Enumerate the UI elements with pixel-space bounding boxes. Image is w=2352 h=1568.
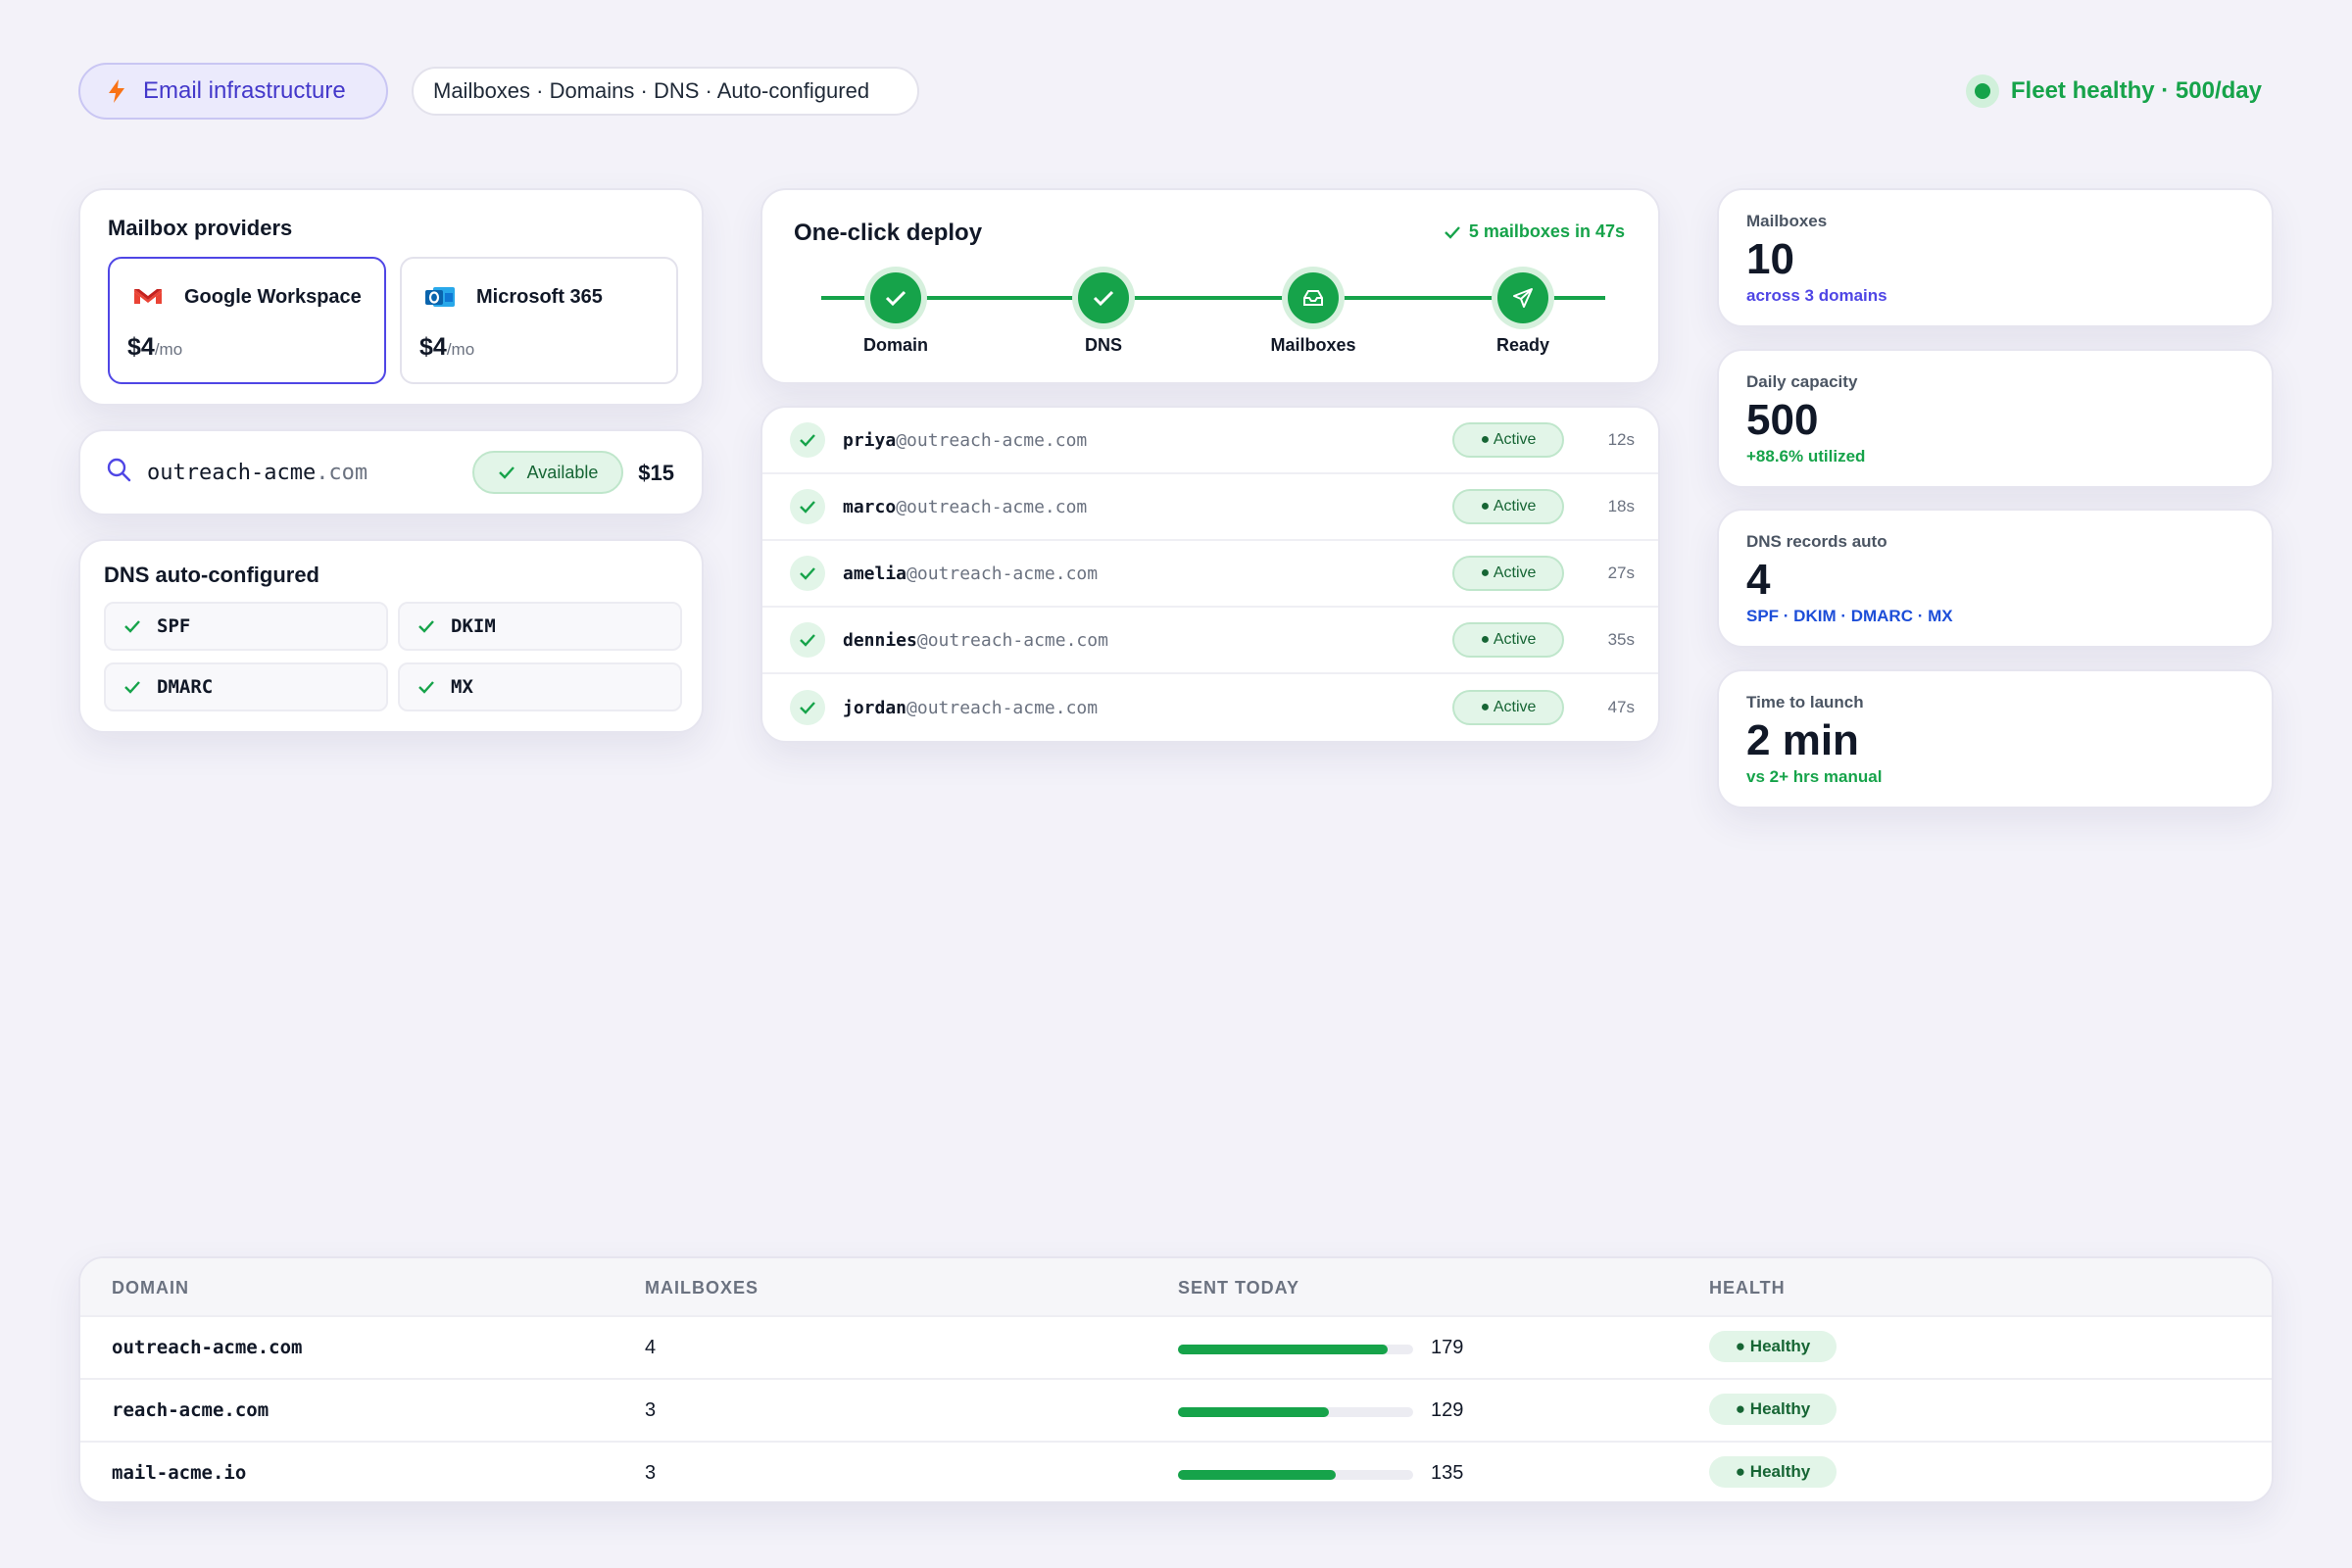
stat-mailboxes: Mailboxes 10 across 3 domains: [1717, 188, 2274, 327]
deploy-summary: 5 mailboxes in 47s: [1444, 221, 1625, 242]
table-header: DOMAIN MAILBOXES SENT TODAY HEALTH: [80, 1258, 2272, 1317]
column-header-domain[interactable]: DOMAIN: [112, 1278, 189, 1298]
stat-daily-capacity: Daily capacity 500 +88.6% utilized: [1717, 349, 2274, 488]
provision-time: 18s: [1607, 497, 1635, 515]
stat-dns-records: DNS records auto 4 SPF · DKIM · DMARC · …: [1717, 509, 2274, 648]
mailbox-row[interactable]: amelia@outreach-acme.com ● Active 27s: [762, 541, 1658, 608]
fleet-status-label: Fleet healthy · 500/day: [2010, 77, 2262, 104]
mailbox-list: priya@outreach-acme.com ● Active 12s mar…: [760, 406, 1660, 743]
check-icon: [124, 620, 140, 633]
domain-search-input[interactable]: outreach-acme.com: [147, 461, 368, 485]
mailbox-address: dennies@outreach-acme.com: [843, 629, 1108, 651]
dns-record-mx: MX: [398, 662, 682, 711]
dns-record-dmarc: DMARC: [104, 662, 388, 711]
inbox-icon: [1303, 290, 1323, 306]
status-dot-icon: [1965, 74, 1999, 108]
check-icon: [498, 466, 514, 479]
provision-time: 47s: [1607, 698, 1635, 716]
provision-time: 35s: [1607, 630, 1635, 649]
check-icon: [124, 681, 140, 694]
mailbox-row[interactable]: marco@outreach-acme.com ● Active 18s: [762, 474, 1658, 541]
status-badge: ● Active: [1452, 489, 1564, 524]
mailbox-address: marco@outreach-acme.com: [843, 496, 1088, 517]
stat-time-to-launch: Time to launch 2 min vs 2+ hrs manual: [1717, 669, 2274, 808]
mailbox-address: jordan@outreach-acme.com: [843, 697, 1099, 718]
health-badge: ● Healthy: [1709, 1394, 1837, 1425]
table-row[interactable]: outreach-acme.com 4 179 ● Healthy: [80, 1317, 2272, 1380]
provider-microsoft-365[interactable]: Microsoft 365 $4/mo: [400, 257, 678, 384]
dns-record-dkim: DKIM: [398, 602, 682, 651]
mailbox-row[interactable]: priya@outreach-acme.com ● Active 12s: [762, 408, 1658, 474]
status-badge: ● Active: [1452, 622, 1564, 658]
check-icon: [1445, 225, 1460, 239]
mailbox-address: priya@outreach-acme.com: [843, 429, 1088, 451]
email-infrastructure-pill[interactable]: Email infrastructure: [78, 63, 388, 120]
provision-time: 12s: [1607, 430, 1635, 449]
deploy-title: One-click deploy: [794, 220, 983, 246]
send-icon: [1513, 288, 1533, 308]
deploy-step-dns: DNS: [1035, 267, 1172, 356]
availability-badge: Available: [472, 451, 623, 494]
domain-search-card[interactable]: outreach-acme.com Available $15: [78, 429, 704, 515]
one-click-deploy-card: One-click deploy 5 mailboxes in 47s Doma…: [760, 188, 1660, 384]
column-header-sent-today[interactable]: SENT TODAY: [1178, 1278, 1300, 1298]
provider-name: Google Workspace: [184, 286, 362, 308]
health-badge: ● Healthy: [1709, 1331, 1837, 1362]
domain-price: $15: [638, 461, 674, 485]
status-badge: ● Active: [1452, 422, 1564, 458]
outlook-icon: [425, 287, 455, 307]
mailbox-providers-card: Mailbox providers Google Workspace $4/mo…: [78, 188, 704, 406]
brand-label: Email infrastructure: [143, 77, 346, 104]
check-icon: [790, 622, 825, 658]
column-header-mailboxes[interactable]: MAILBOXES: [645, 1278, 760, 1298]
dns-record-spf: SPF: [104, 602, 388, 651]
search-icon: [107, 458, 131, 482]
check-icon: [418, 620, 434, 633]
mailbox-row[interactable]: dennies@outreach-acme.com ● Active 35s: [762, 608, 1658, 674]
deploy-progress-track: [821, 296, 1605, 300]
health-badge: ● Healthy: [1709, 1456, 1837, 1488]
deploy-step-ready: Ready: [1454, 267, 1592, 356]
table-row[interactable]: mail-acme.io 3 135 ● Healthy: [80, 1443, 2272, 1501]
mailbox-address: amelia@outreach-acme.com: [843, 563, 1099, 584]
check-icon: [790, 489, 825, 524]
deploy-step-mailboxes: Mailboxes: [1245, 267, 1382, 356]
feature-tags: Mailboxes · Domains · DNS · Auto-configu…: [412, 67, 919, 116]
status-badge: ● Active: [1452, 556, 1564, 591]
column-header-health[interactable]: HEALTH: [1709, 1278, 1786, 1298]
deploy-step-domain: Domain: [827, 267, 964, 356]
gmail-icon: [134, 289, 162, 304]
sent-progress-bar: [1178, 1345, 1413, 1354]
check-icon: [885, 290, 906, 306]
check-icon: [790, 690, 825, 725]
sent-progress-bar: [1178, 1470, 1413, 1480]
provision-time: 27s: [1607, 564, 1635, 582]
check-icon: [1093, 290, 1114, 306]
domains-table: DOMAIN MAILBOXES SENT TODAY HEALTH outre…: [78, 1256, 2274, 1503]
check-icon: [790, 556, 825, 591]
status-badge: ● Active: [1452, 690, 1564, 725]
sent-progress-bar: [1178, 1407, 1413, 1417]
dns-title: DNS auto-configured: [104, 563, 319, 587]
providers-title: Mailbox providers: [108, 216, 293, 240]
bolt-icon: [109, 79, 124, 103]
provider-price: $4/mo: [419, 333, 475, 361]
fleet-status: Fleet healthy · 500/day: [1965, 74, 2262, 108]
check-icon: [418, 681, 434, 694]
mailbox-row[interactable]: jordan@outreach-acme.com ● Active 47s: [762, 674, 1658, 741]
check-icon: [790, 422, 825, 458]
provider-google-workspace[interactable]: Google Workspace $4/mo: [108, 257, 386, 384]
dns-card: DNS auto-configured SPF DKIM DMARC MX: [78, 539, 704, 733]
table-row[interactable]: reach-acme.com 3 129 ● Healthy: [80, 1380, 2272, 1443]
provider-name: Microsoft 365: [476, 286, 603, 308]
provider-price: $4/mo: [127, 333, 183, 361]
